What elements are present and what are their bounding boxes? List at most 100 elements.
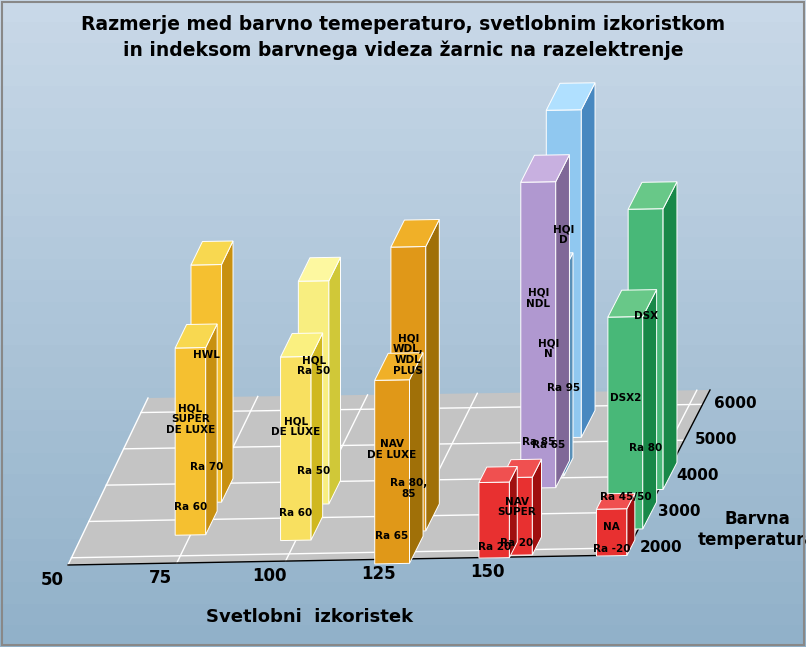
Polygon shape [222, 241, 233, 502]
Bar [0, 237, 806, 259]
Polygon shape [521, 182, 556, 488]
Bar [0, 108, 806, 129]
Text: Ra 65: Ra 65 [532, 441, 565, 450]
Polygon shape [191, 265, 222, 503]
Polygon shape [608, 316, 642, 529]
Text: 75: 75 [149, 569, 172, 587]
Bar [0, 259, 806, 280]
Bar [0, 604, 806, 626]
Polygon shape [479, 466, 517, 483]
Bar [0, 173, 806, 194]
Bar [0, 65, 806, 86]
Polygon shape [375, 353, 423, 380]
Text: Ra 60: Ra 60 [174, 502, 207, 512]
Text: Razmerje med barvno temeperaturo, svetlobnim izkoristkom
in indeksom barvnega vi: Razmerje med barvno temeperaturo, svetlo… [81, 15, 725, 60]
Polygon shape [280, 356, 311, 541]
Polygon shape [564, 253, 573, 476]
Text: 150: 150 [470, 563, 505, 581]
Bar [0, 86, 806, 108]
Polygon shape [479, 482, 509, 558]
Text: Barvna
temperatura: Barvna temperatura [698, 510, 806, 549]
Polygon shape [534, 270, 564, 476]
Polygon shape [546, 83, 595, 110]
Bar [0, 345, 806, 367]
Bar [0, 215, 806, 237]
Text: Ra 50: Ra 50 [297, 466, 330, 476]
Bar [0, 129, 806, 151]
Polygon shape [175, 324, 217, 348]
Text: HQI
WDL,
WDL
PLUS: HQI WDL, WDL PLUS [393, 334, 424, 376]
Polygon shape [206, 324, 217, 534]
Text: HQI
NDL: HQI NDL [526, 288, 550, 309]
Polygon shape [596, 509, 627, 556]
Text: 2000: 2000 [640, 540, 683, 555]
Bar [0, 21, 806, 43]
Polygon shape [628, 182, 677, 209]
Text: Ra 95: Ra 95 [547, 384, 580, 393]
Text: 6000: 6000 [713, 397, 756, 411]
Bar [0, 496, 806, 518]
Polygon shape [409, 353, 423, 564]
Text: HQL
Ra 50: HQL Ra 50 [297, 355, 330, 376]
Polygon shape [596, 493, 635, 509]
Bar [0, 151, 806, 173]
Polygon shape [534, 253, 573, 271]
Polygon shape [532, 459, 542, 555]
Polygon shape [628, 209, 663, 490]
Bar [0, 43, 806, 65]
Polygon shape [375, 380, 409, 564]
Text: HQL
DE LUXE: HQL DE LUXE [271, 416, 321, 437]
Bar [0, 388, 806, 410]
Polygon shape [280, 333, 322, 357]
Polygon shape [608, 290, 657, 317]
Text: Ra 20: Ra 20 [501, 538, 534, 549]
Polygon shape [521, 155, 570, 182]
Polygon shape [663, 182, 677, 490]
Text: HWL: HWL [193, 350, 220, 360]
Polygon shape [642, 290, 657, 529]
Bar [0, 410, 806, 432]
Polygon shape [581, 83, 595, 437]
Bar [0, 280, 806, 302]
Text: NAV
SUPER: NAV SUPER [498, 496, 537, 518]
Polygon shape [191, 241, 233, 265]
Text: DSX: DSX [634, 311, 658, 321]
Text: Ra 85: Ra 85 [521, 437, 555, 447]
Bar [0, 474, 806, 496]
Polygon shape [68, 390, 710, 565]
Bar [0, 518, 806, 539]
Text: Ra 80,
85: Ra 80, 85 [390, 477, 427, 499]
Bar [0, 324, 806, 345]
Bar [0, 626, 806, 647]
Bar [0, 432, 806, 453]
Text: Ra 80: Ra 80 [629, 443, 663, 453]
Text: 3000: 3000 [659, 504, 700, 519]
Text: 125: 125 [361, 565, 396, 583]
Polygon shape [627, 493, 635, 556]
Text: 50: 50 [40, 571, 64, 589]
Text: NA: NA [604, 521, 620, 532]
Bar [0, 0, 806, 21]
Polygon shape [426, 219, 439, 531]
Polygon shape [391, 219, 439, 247]
Polygon shape [329, 258, 340, 504]
Polygon shape [298, 258, 340, 281]
Bar [0, 302, 806, 324]
Text: NAV
DE LUXE: NAV DE LUXE [368, 439, 417, 460]
Text: HQL
SUPER
DE LUXE: HQL SUPER DE LUXE [166, 403, 215, 435]
Text: HQI
N: HQI N [538, 338, 559, 359]
Bar [0, 561, 806, 582]
Polygon shape [502, 477, 532, 555]
Text: Ra 60: Ra 60 [279, 508, 313, 518]
Polygon shape [509, 466, 517, 558]
Text: Ra -20: Ra -20 [593, 543, 630, 554]
Text: DSX2: DSX2 [609, 393, 641, 402]
Text: 4000: 4000 [677, 468, 719, 483]
Bar [0, 367, 806, 388]
Bar [0, 453, 806, 474]
Polygon shape [311, 333, 322, 540]
Polygon shape [556, 155, 570, 488]
Bar [0, 582, 806, 604]
Polygon shape [298, 281, 329, 505]
Text: HQI
D: HQI D [553, 224, 575, 245]
